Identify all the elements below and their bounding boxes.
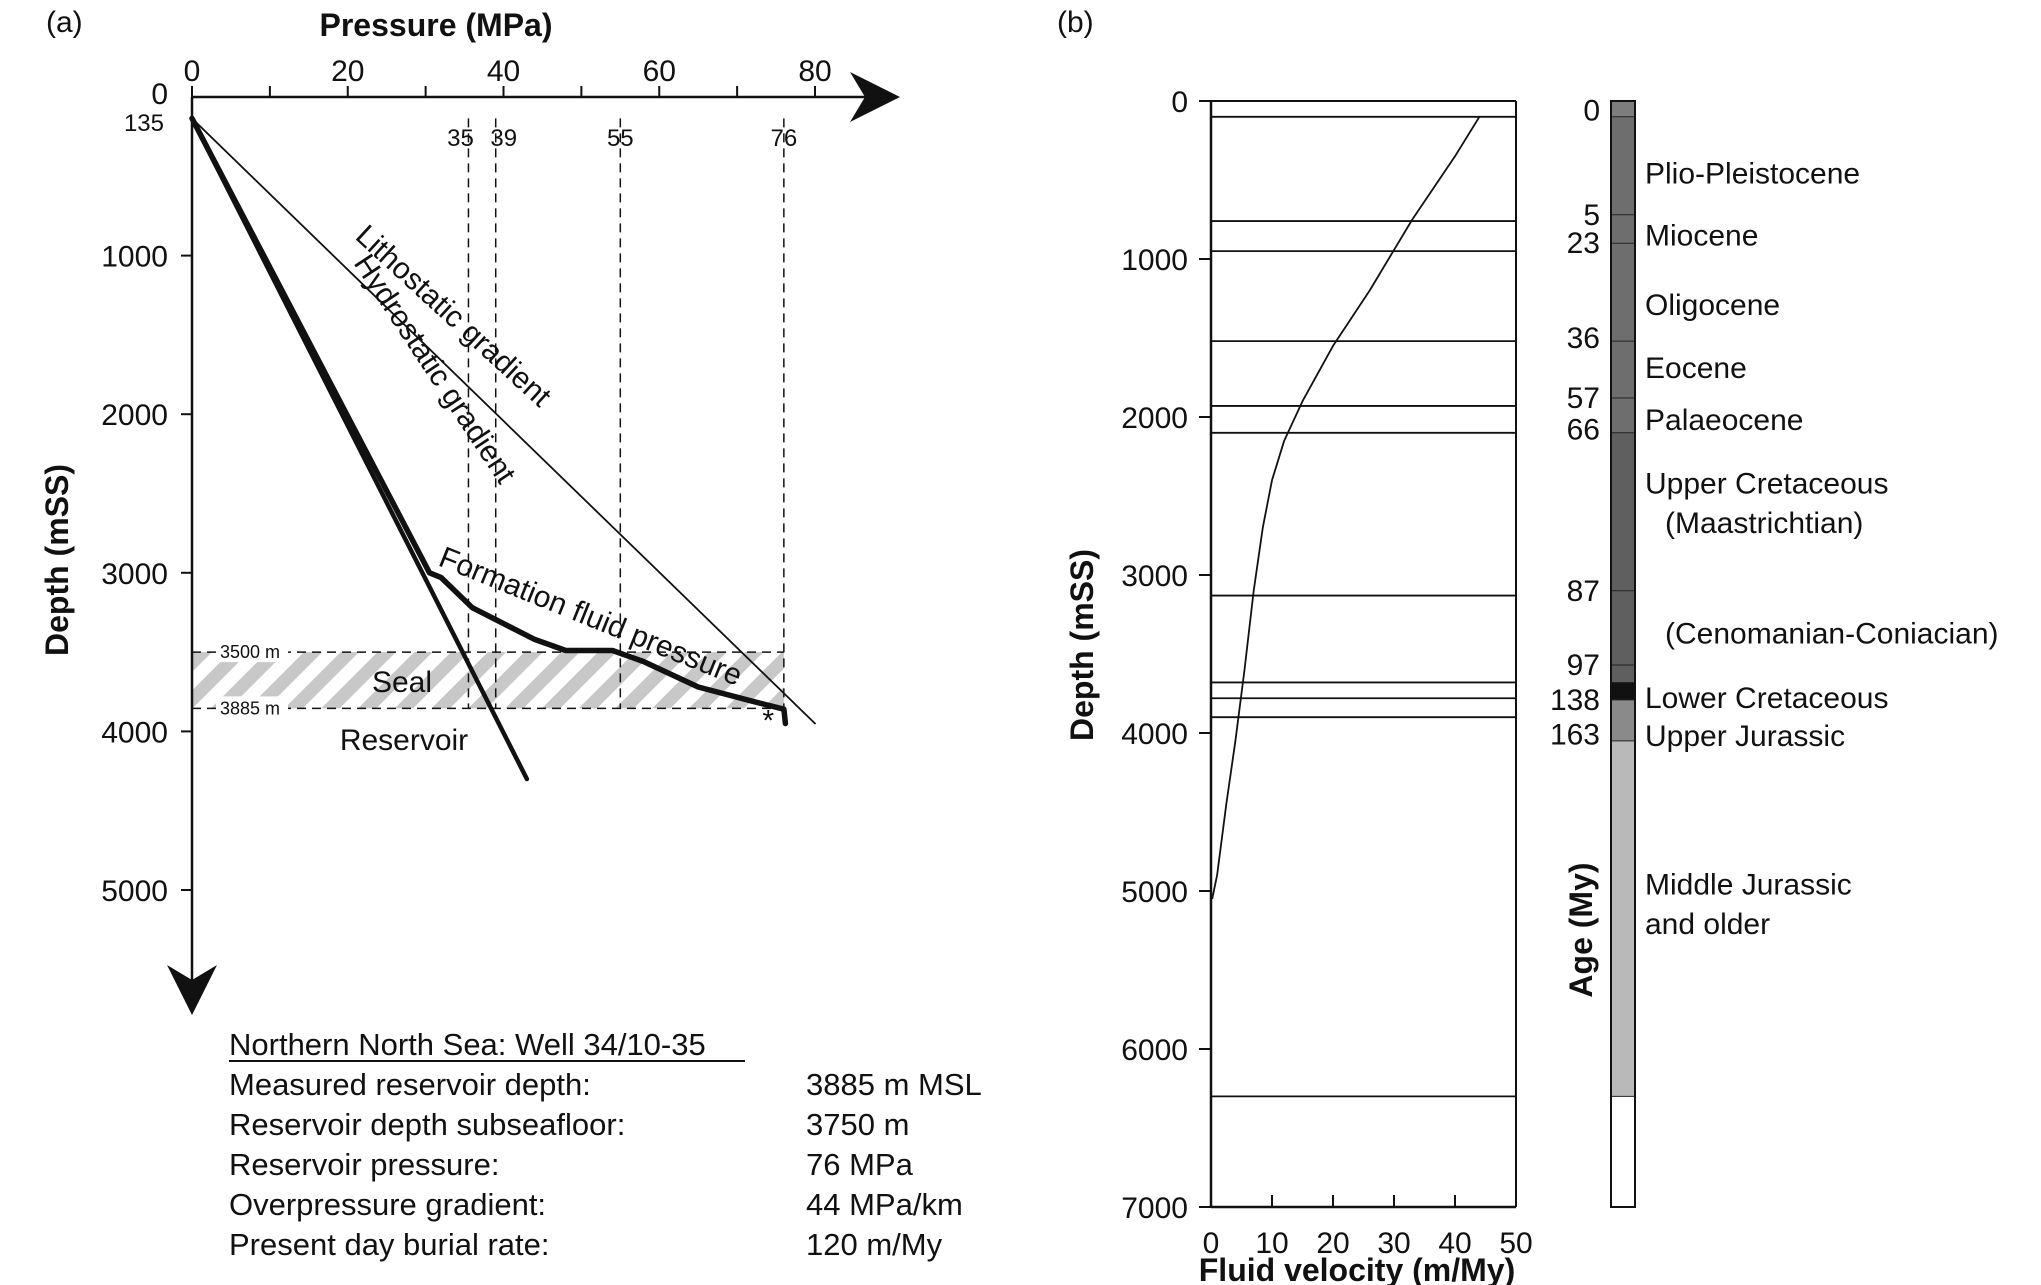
age-column-block xyxy=(1611,116,1635,433)
series-line-formation-pressure xyxy=(189,115,789,727)
age-column-block xyxy=(1611,740,1635,1097)
info-row-value: 44 MPa/km xyxy=(806,1187,963,1222)
depth-axis-title-a: Depth (mSS) xyxy=(39,464,75,656)
velocity-plot: 0 10 20 30 40 50 0 1000 2000 3000 4000 5000 6000 7000 xyxy=(1121,86,1532,1260)
stratum-label: (Cenomanian-Coniacian) xyxy=(1665,617,1999,650)
seal-label: Seal xyxy=(372,666,432,699)
depth-tick-label-b: 4000 xyxy=(1121,718,1188,751)
well-info-table: Northern North Sea: Well 34/10-35 Measur… xyxy=(229,1027,982,1262)
panel-b: (b) Fluid velocity (m/My) Depth (mSS) 0 1… xyxy=(1057,6,1999,1285)
depth-tick-label-a: 2000 xyxy=(101,399,168,432)
stratum-label: Upper Cretaceous xyxy=(1645,467,1888,500)
info-row-value: 76 MPa xyxy=(806,1147,914,1182)
depth-axis-title-b: Depth (mSS) xyxy=(1064,549,1100,741)
measured-point-marker: * xyxy=(762,705,774,738)
depth-tick-label-b: 3000 xyxy=(1121,560,1188,593)
age-column-block xyxy=(1611,1096,1635,1207)
gradient-lines: * xyxy=(189,115,816,782)
depth-tick-label-b: 1000 xyxy=(1121,244,1188,277)
info-row-label: Present day burial rate: xyxy=(229,1227,550,1262)
depth-tick-label-b: 0 xyxy=(1171,86,1188,119)
well-info-title: Northern North Sea: Well 34/10-35 xyxy=(229,1027,706,1062)
stratum-label: Upper Jurassic xyxy=(1645,720,1845,753)
velocity-tick-label: 40 xyxy=(1438,1227,1471,1260)
velocity-tick-label: 20 xyxy=(1316,1227,1349,1260)
age-column-block xyxy=(1611,432,1635,683)
pressure-tick-label: 20 xyxy=(331,55,364,88)
depth-tick-label-b: 7000 xyxy=(1121,1192,1188,1225)
info-row-label: Overpressure gradient: xyxy=(229,1187,546,1222)
fluid-velocity-curve xyxy=(1211,116,1481,900)
age-column-block xyxy=(1611,101,1635,117)
depth-marker-bg xyxy=(216,696,288,719)
depth-marker-bg xyxy=(216,640,288,663)
age-label: 5 xyxy=(1583,199,1600,232)
pressure-tick-label: 80 xyxy=(798,55,831,88)
age-label: 23 xyxy=(1567,227,1600,260)
age-label: 36 xyxy=(1567,322,1600,355)
pressure-guide-label: 76 xyxy=(770,125,797,152)
depth-tick-label-a: 1000 xyxy=(101,241,168,274)
pressure-guide-label: 55 xyxy=(607,125,634,152)
stratum-label: Oligocene xyxy=(1645,289,1780,322)
panel-a-label: (a) xyxy=(46,6,83,39)
info-row-value: 120 m/My xyxy=(806,1227,943,1262)
velocity-tick-label: 50 xyxy=(1499,1227,1532,1260)
depth-tick-label-135: 135 xyxy=(124,110,164,137)
stratum-label: Miocene xyxy=(1645,219,1758,252)
info-row-label: Reservoir pressure: xyxy=(229,1147,499,1182)
age-column-block xyxy=(1611,682,1635,700)
depth-tick-label-a: 0 xyxy=(151,78,168,111)
depth-tick-label-b: 2000 xyxy=(1121,402,1188,435)
depth-marker-label: 3885 m xyxy=(220,698,280,718)
pressure-tick-label: 40 xyxy=(487,55,520,88)
pressure-axis-title: Pressure (MPa) xyxy=(320,7,553,43)
stratum-label: (Maastrichtian) xyxy=(1665,507,1863,540)
panel-b-label: (b) xyxy=(1057,6,1094,39)
velocity-tick-label: 30 xyxy=(1377,1227,1410,1260)
pressure-guides: 35 39 55 76 xyxy=(447,118,797,709)
stratum-label: Palaeocene xyxy=(1645,404,1803,437)
depth-tick-label-a: 5000 xyxy=(101,875,168,908)
velocity-tick-label: 0 xyxy=(1203,1227,1220,1260)
pressure-guide-label: 39 xyxy=(490,125,517,152)
reservoir-label: Reservoir xyxy=(340,724,468,757)
depth-tick-label-b: 6000 xyxy=(1121,1034,1188,1067)
age-label: 0 xyxy=(1583,94,1600,127)
depth-tick-label-a: 3000 xyxy=(101,558,168,591)
info-row-label: Measured reservoir depth: xyxy=(229,1067,591,1102)
stratum-label: Eocene xyxy=(1645,352,1747,385)
info-row-value: 3750 m xyxy=(806,1107,909,1142)
axes-a: 0 20 40 60 80 0 1000 2000 3000 4000 5000 135 xyxy=(101,55,900,1015)
age-label: 57 xyxy=(1567,382,1600,415)
stratum-label: Middle Jurassic xyxy=(1645,869,1852,902)
fluid-velocity-axis-title: Fluid velocity (m/My) xyxy=(1199,1252,1515,1285)
stratum-label: and older xyxy=(1645,908,1770,941)
depth-marker-label: 3500 m xyxy=(220,642,280,662)
age-column-block xyxy=(1611,699,1635,741)
age-label: 138 xyxy=(1550,684,1600,717)
velocity-tick-label: 10 xyxy=(1255,1227,1288,1260)
age-label: 97 xyxy=(1567,649,1600,682)
series-line-lithostatic xyxy=(191,117,816,725)
age-axis-title: Age (My) xyxy=(1563,862,1599,997)
age-column-frame xyxy=(1610,100,1636,1208)
info-row-value: 3885 m MSL xyxy=(806,1067,982,1102)
pressure-tick-label: 60 xyxy=(643,55,676,88)
age-label: 87 xyxy=(1567,575,1600,608)
pressure-guide-label: 35 xyxy=(447,125,474,152)
stratum-label: Lower Cretaceous xyxy=(1645,682,1888,715)
panel-a: (a) Pressure (MPa) Depth (mSS) 3500 m 388… xyxy=(39,6,900,1015)
pressure-tick-label: 0 xyxy=(184,55,201,88)
info-row-label: Reservoir depth subseafloor: xyxy=(229,1107,625,1142)
age-label: 66 xyxy=(1567,414,1600,447)
age-label: 163 xyxy=(1550,719,1600,752)
depth-tick-label-a: 4000 xyxy=(101,716,168,749)
stratum-label: Plio-Pleistocene xyxy=(1645,158,1860,191)
depth-tick-label-b: 5000 xyxy=(1121,876,1188,909)
